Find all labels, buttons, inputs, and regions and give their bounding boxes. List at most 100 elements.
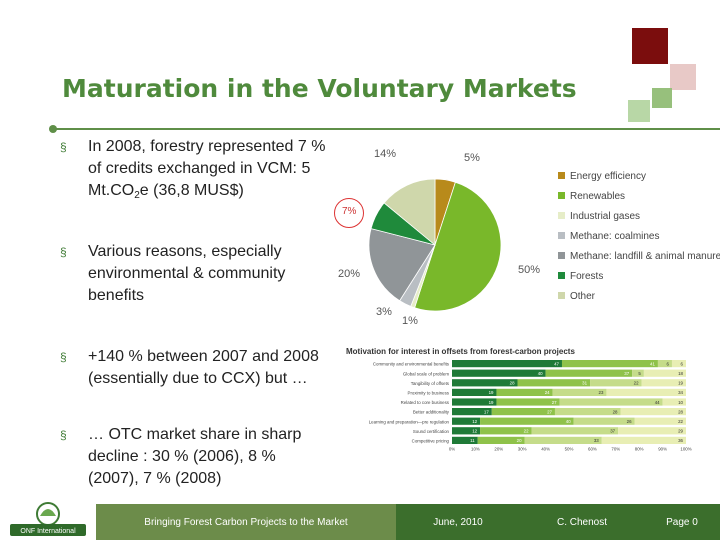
bar-segment bbox=[480, 417, 574, 425]
bar-segment bbox=[559, 398, 663, 406]
bar-segment bbox=[480, 427, 532, 435]
bar-value-label: 24 bbox=[545, 390, 550, 395]
legend-swatch bbox=[558, 272, 565, 279]
bar-segment bbox=[671, 360, 686, 368]
legend-methane-coalmines: Methane: coalmines bbox=[558, 231, 660, 242]
bullet-4-text: … OTC market share in sharp decline : 30… bbox=[88, 426, 302, 487]
bar-segment bbox=[531, 427, 619, 435]
legend-swatch bbox=[558, 292, 565, 299]
bar-segment bbox=[452, 436, 478, 444]
bar-segment bbox=[496, 388, 553, 396]
bar-segment bbox=[496, 398, 560, 406]
bullet-3: § +140 % between 2007 and 2008 (essentia… bbox=[60, 346, 330, 390]
bar-category-label: Community and environmental benefits bbox=[373, 362, 450, 367]
pie-slice-methane-landfill-animal-manure bbox=[368, 228, 436, 302]
title-divider bbox=[52, 128, 720, 130]
bullet-marker: § bbox=[60, 350, 67, 364]
pie-label-energy-efficiency: 5% bbox=[464, 152, 480, 164]
bullet-1-text: In 2008, forestry represented 7 % of cre… bbox=[88, 138, 326, 199]
bar-value-label: 28 bbox=[613, 409, 618, 414]
bar-value-label: 22 bbox=[524, 429, 529, 434]
bar-segment bbox=[643, 369, 686, 377]
bar-value-label: 6 bbox=[681, 361, 684, 366]
footer-author: C. Chenost bbox=[520, 504, 644, 540]
legend-swatch bbox=[558, 192, 565, 199]
bar-value-label: 6 bbox=[667, 361, 670, 366]
pie-slice-other bbox=[383, 178, 436, 246]
corner-square-dark-red bbox=[632, 28, 668, 64]
bar-value-label: 28 bbox=[678, 409, 683, 414]
pie-label-methane-landfill: 20% bbox=[338, 268, 361, 280]
bar-value-label: 28 bbox=[510, 381, 515, 386]
bar-chart: Community and environmental benefits Glob… bbox=[369, 360, 692, 451]
bar-value-label: 41 bbox=[650, 361, 655, 366]
bar-chart-title: Motivation for interest in offsets from … bbox=[346, 347, 575, 356]
bar-value-label: 18 bbox=[678, 371, 683, 376]
bar-axis-tick-label: 20% bbox=[494, 446, 503, 451]
bar-axis-tick-label: 0% bbox=[449, 446, 455, 451]
bar-segment bbox=[618, 427, 686, 435]
bar-value-label: 33 bbox=[594, 438, 599, 443]
bullet-marker: § bbox=[60, 140, 67, 154]
bar-segment bbox=[452, 417, 481, 425]
pie-label-renewables: 50% bbox=[518, 264, 541, 276]
bar-category-label: Learning and preparation—pre regulation bbox=[369, 419, 450, 424]
bar-value-label: 40 bbox=[538, 371, 543, 376]
bar-value-label: 44 bbox=[655, 400, 660, 405]
bar-segment bbox=[552, 388, 607, 396]
bar-value-label: 11 bbox=[470, 438, 475, 443]
bar-axis-tick-label: 10% bbox=[471, 446, 480, 451]
bullet-1-text-end: e (36,8 MUS$) bbox=[139, 182, 244, 199]
bullet-marker: § bbox=[60, 245, 67, 259]
bar-value-label: 37 bbox=[624, 371, 629, 376]
bar-segment bbox=[452, 369, 546, 377]
footer-date: June, 2010 bbox=[396, 504, 520, 540]
bar-axis-tick-label: 100% bbox=[680, 446, 691, 451]
bar-segment bbox=[545, 369, 633, 377]
bar-segment bbox=[517, 379, 591, 387]
bar-value-label: 37 bbox=[610, 429, 615, 434]
bar-value-label: 20 bbox=[517, 438, 522, 443]
bar-axis-tick-label: 90% bbox=[658, 446, 667, 451]
bar-segment bbox=[452, 379, 518, 387]
bar-segment bbox=[634, 417, 686, 425]
bar-value-label: 40 bbox=[566, 419, 571, 424]
legend-energy-efficiency: Energy efficiency bbox=[558, 171, 646, 182]
bullet-4: § … OTC market share in sharp decline : … bbox=[60, 424, 330, 490]
bar-value-label: 17 bbox=[484, 409, 489, 414]
legend-swatch bbox=[558, 232, 565, 239]
legend-swatch bbox=[558, 172, 565, 179]
forests-highlight-circle bbox=[334, 198, 364, 228]
footer-project: Bringing Forest Carbon Projects to the M… bbox=[96, 504, 396, 540]
bar-value-label: 34 bbox=[678, 390, 683, 395]
bar-segment bbox=[452, 427, 481, 435]
title-divider-dot bbox=[49, 125, 57, 133]
bullet-2-text: Various reasons, especially environmenta… bbox=[88, 243, 286, 304]
legend-forests: Forests bbox=[558, 271, 603, 282]
bar-segment bbox=[590, 379, 642, 387]
bar-value-label: 22 bbox=[678, 419, 683, 424]
bar-category-label: Tangibility of offsets bbox=[411, 381, 450, 386]
bar-segment bbox=[554, 408, 621, 416]
bar-category-label: Competitive pricing bbox=[412, 439, 450, 444]
bar-segment bbox=[657, 360, 672, 368]
bar-value-label: 19 bbox=[489, 400, 494, 405]
bar-value-label: 26 bbox=[627, 419, 632, 424]
legend-industrial-gases: Industrial gases bbox=[558, 211, 640, 222]
bar-segment bbox=[573, 417, 635, 425]
bar-segment bbox=[641, 379, 686, 387]
onf-international-logo: ONF International bbox=[10, 502, 86, 536]
bar-segment bbox=[524, 436, 602, 444]
bar-value-label: 23 bbox=[599, 390, 604, 395]
bar-value-label: 12 bbox=[472, 419, 477, 424]
legend-swatch bbox=[558, 212, 565, 219]
bar-value-label: 27 bbox=[552, 400, 557, 405]
bar-value-label: 12 bbox=[472, 429, 477, 434]
bar-segment bbox=[561, 360, 658, 368]
bar-segment bbox=[601, 436, 686, 444]
bullet-2: § Various reasons, especially environmen… bbox=[60, 241, 330, 307]
bar-value-label: 10 bbox=[678, 400, 683, 405]
bar-segment bbox=[452, 408, 492, 416]
bar-value-label: 19 bbox=[678, 381, 683, 386]
footer-bar: Bringing Forest Carbon Projects to the M… bbox=[96, 504, 720, 540]
